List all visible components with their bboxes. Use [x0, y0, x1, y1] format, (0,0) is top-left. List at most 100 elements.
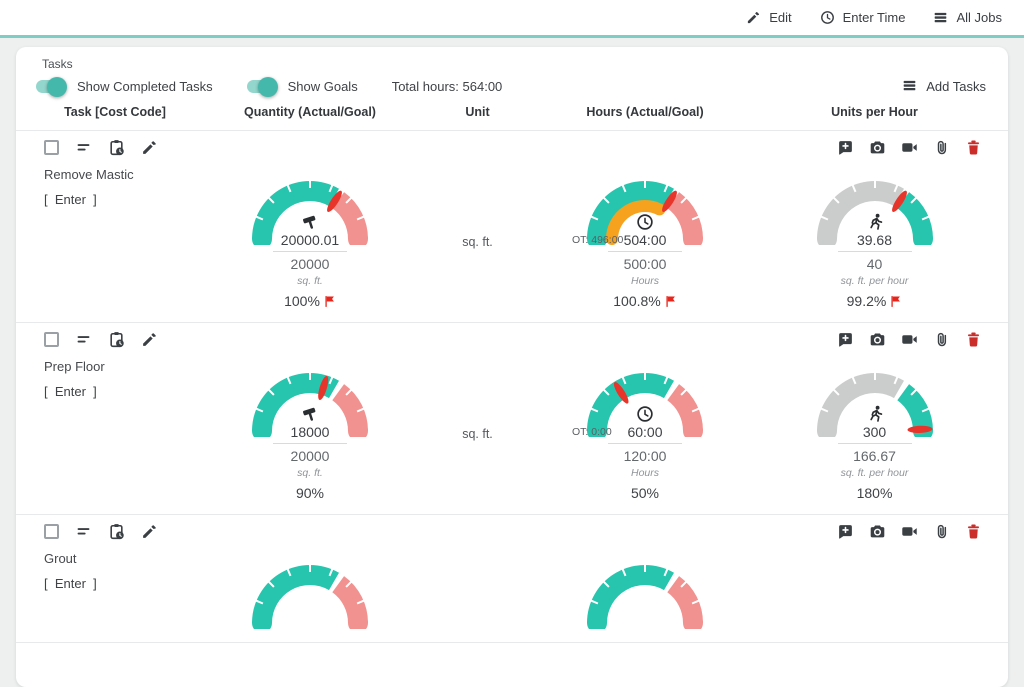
edit-button[interactable]: Edit [746, 10, 792, 25]
show-completed-toggle[interactable] [36, 76, 67, 97]
col-units-per-hour: Units per Hour [831, 105, 918, 119]
gauge-needle [907, 425, 932, 434]
gauge-actual-value: 300 [862, 424, 887, 440]
attachment-icon[interactable] [933, 331, 950, 348]
gauge-unit-label: sq. ft. per hour [840, 275, 909, 287]
notes-icon[interactable] [75, 139, 92, 156]
col-task: Task [Cost Code] [64, 105, 166, 119]
enter-time-label: Enter Time [842, 10, 906, 25]
task-checkbox[interactable] [44, 523, 59, 539]
gauge-needle [613, 382, 629, 404]
attachment-icon[interactable] [933, 139, 950, 156]
gauge-actual-value: 18000 [290, 424, 330, 440]
camera-icon[interactable] [869, 331, 886, 348]
gauge-overtime-label: OT: 496:00 [572, 234, 624, 246]
gauge-unit-label: sq. ft. [297, 467, 323, 479]
clipboard-clock-icon[interactable] [108, 139, 125, 156]
video-icon[interactable] [901, 331, 918, 348]
add-tasks-label: Add Tasks [926, 79, 986, 94]
camera-icon[interactable] [869, 139, 886, 156]
edit-task-icon[interactable] [141, 139, 158, 156]
enter-button[interactable]: [ Enter ] [44, 192, 97, 207]
gauge-percent: 90% [295, 485, 325, 501]
gauge-arc [816, 372, 933, 437]
show-completed-label: Show Completed Tasks [77, 79, 213, 94]
gauge-actual-value: 39.68 [856, 232, 893, 248]
add-tasks-icon [902, 78, 917, 96]
gauge-arc [252, 372, 368, 437]
clipboard-clock-icon[interactable] [108, 331, 125, 348]
task-row-grout: Grout [ Enter ] [16, 515, 1008, 643]
gauge-goal-value: 40 [866, 256, 883, 272]
table-header: Task [Cost Code] Quantity (Actual/Goal) … [16, 95, 1008, 131]
notes-icon[interactable] [75, 523, 92, 540]
task-name: Remove Mastic [44, 167, 134, 182]
gauge-needle [327, 190, 342, 212]
flag-icon [666, 295, 675, 307]
units-per-hour-gauge: 39.68 40 sq. ft. per hour 99.2% [800, 161, 950, 322]
all-jobs-button[interactable]: All Jobs [933, 10, 1002, 25]
add-tasks-button[interactable]: Add Tasks [902, 78, 986, 96]
show-goals-toggle[interactable] [246, 76, 278, 97]
clipboard-clock-icon[interactable] [108, 523, 125, 540]
gauge-unit-label: Hours [630, 275, 659, 287]
flag-icon [325, 295, 334, 307]
task-checkbox[interactable] [44, 139, 59, 155]
controls-row: Show Completed Tasks Show Goals Total ho… [16, 71, 1008, 97]
enter-button[interactable]: [ Enter ] [44, 384, 97, 399]
units-per-hour-gauge: 300 166.67 sq. ft. per hour 180% [800, 353, 950, 514]
unit-value: sq. ft. [462, 427, 493, 441]
hours-gauge: 504:00 OT: 496:00 500:00 Hours 100.8% [570, 161, 720, 322]
delete-icon[interactable] [965, 331, 982, 348]
gauge-goal-value: 20000 [290, 448, 330, 464]
task-row-prep-floor: Prep Floor [ Enter ] 18000 20000 sq. ft. 90… [16, 323, 1008, 515]
unit-value [430, 545, 525, 619]
gauge-unit-label: Hours [630, 467, 659, 479]
toggle-knob [47, 76, 67, 97]
gauge-percent: 99.2% [800, 293, 950, 309]
gauge-arc [587, 180, 703, 245]
gauge-goal-value: 166.67 [853, 448, 896, 464]
video-icon[interactable] [901, 523, 918, 540]
gauge-percent: 50% [630, 485, 660, 501]
delete-icon[interactable] [965, 139, 982, 156]
gauge-unit-label: sq. ft. [297, 275, 323, 287]
gauge-actual-value: 20000.01 [280, 232, 340, 248]
gauge-needle [318, 375, 329, 401]
quantity-gauge: 20000.01 20000 sq. ft. 100% [235, 161, 385, 322]
gauge-divider [608, 251, 682, 252]
video-icon[interactable] [901, 139, 918, 156]
col-unit: Unit [465, 105, 490, 119]
show-goals-label: Show Goals [287, 79, 358, 94]
gauge-goal-value: 20000 [290, 256, 330, 272]
gauge-actual-value: 60:00 [627, 424, 663, 440]
col-hours: Hours (Actual/Goal) [586, 105, 704, 119]
enter-time-button[interactable]: Enter Time [820, 10, 906, 25]
task-name: Grout [44, 551, 77, 566]
add-photo-icon[interactable] [837, 139, 854, 156]
notes-icon[interactable] [75, 331, 92, 348]
delete-icon[interactable] [965, 523, 982, 540]
gauge-needle [891, 190, 907, 212]
edit-task-icon[interactable] [141, 331, 158, 348]
clock-icon [820, 10, 835, 25]
gauge-divider [837, 443, 912, 444]
gauge-divider [608, 443, 682, 444]
camera-icon[interactable] [869, 523, 886, 540]
gauge-needle [662, 190, 677, 212]
gauge-goal-value: 120:00 [623, 448, 667, 464]
edit-task-icon[interactable] [141, 523, 158, 540]
total-hours: Total hours: 564:00 [391, 79, 503, 94]
task-name: Prep Floor [44, 359, 105, 374]
gauge-percent: 180% [856, 485, 893, 501]
gauge-divider [273, 251, 347, 252]
add-photo-icon[interactable] [837, 523, 854, 540]
attachment-icon[interactable] [933, 523, 950, 540]
hours-gauge: 60:00 OT: 0:00 120:00 Hours 50% [570, 353, 720, 514]
hours-gauge [570, 545, 720, 642]
enter-button[interactable]: [ Enter ] [44, 576, 97, 591]
col-quantity: Quantity (Actual/Goal) [244, 105, 376, 119]
task-checkbox[interactable] [44, 331, 59, 347]
add-photo-icon[interactable] [837, 331, 854, 348]
quantity-gauge: 18000 20000 sq. ft. 90% [235, 353, 385, 514]
